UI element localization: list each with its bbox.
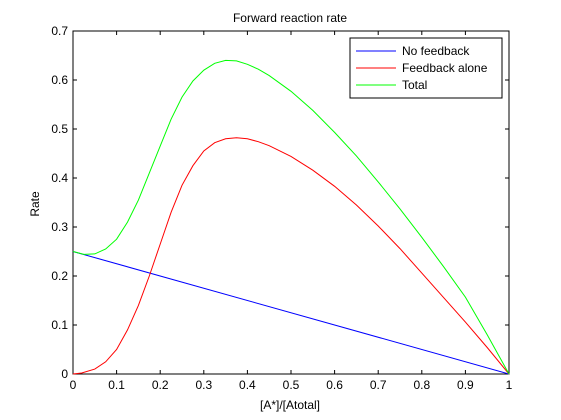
x-tick-label: 0.9 xyxy=(457,378,474,392)
series-line-no-feedback xyxy=(72,251,510,375)
x-tick-label: 0.4 xyxy=(239,378,256,392)
x-tick-label: 0 xyxy=(70,378,77,392)
legend: No feedback Feedback alone Total xyxy=(349,37,503,99)
legend-label-no-feedback: No feedback xyxy=(402,44,470,58)
x-tick-label: 0.5 xyxy=(283,378,300,392)
x-tick-label: 0.8 xyxy=(413,378,430,392)
x-axis-label: [A*]/[Atotal] xyxy=(260,398,320,412)
legend-label-total: Total xyxy=(402,78,427,92)
x-tick-label: 0.3 xyxy=(195,378,212,392)
y-tick-label: 0.6 xyxy=(51,73,68,87)
y-tick-label: 0.1 xyxy=(51,318,68,332)
x-tick-label: 0.1 xyxy=(108,378,125,392)
y-tick-label: 0.2 xyxy=(51,269,68,283)
x-tick-label: 0.7 xyxy=(370,378,387,392)
y-tick-label: 0.7 xyxy=(51,24,68,38)
series-line-feedback-alone xyxy=(72,137,510,375)
plot-area: 0 0.1 0.2 0.3 0.4 0.5 0.6 0.7 0.8 0.9 1 0 0.1 0.2 0.3 0… xyxy=(51,24,512,392)
x-tick-label: 0.6 xyxy=(326,378,343,392)
legend-label-feedback-alone: Feedback alone xyxy=(402,61,488,75)
series-line-total xyxy=(72,59,510,375)
y-tick-label: 0 xyxy=(61,367,68,381)
y-tick-label: 0.3 xyxy=(51,220,68,234)
y-axis-label: Rate xyxy=(28,191,42,217)
x-tick-label: 1 xyxy=(506,378,513,392)
x-tick-label: 0.2 xyxy=(152,378,169,392)
chart-title: Forward reaction rate xyxy=(233,11,347,25)
y-tick-label: 0.5 xyxy=(51,122,68,136)
y-tick-label: 0.4 xyxy=(51,171,68,185)
